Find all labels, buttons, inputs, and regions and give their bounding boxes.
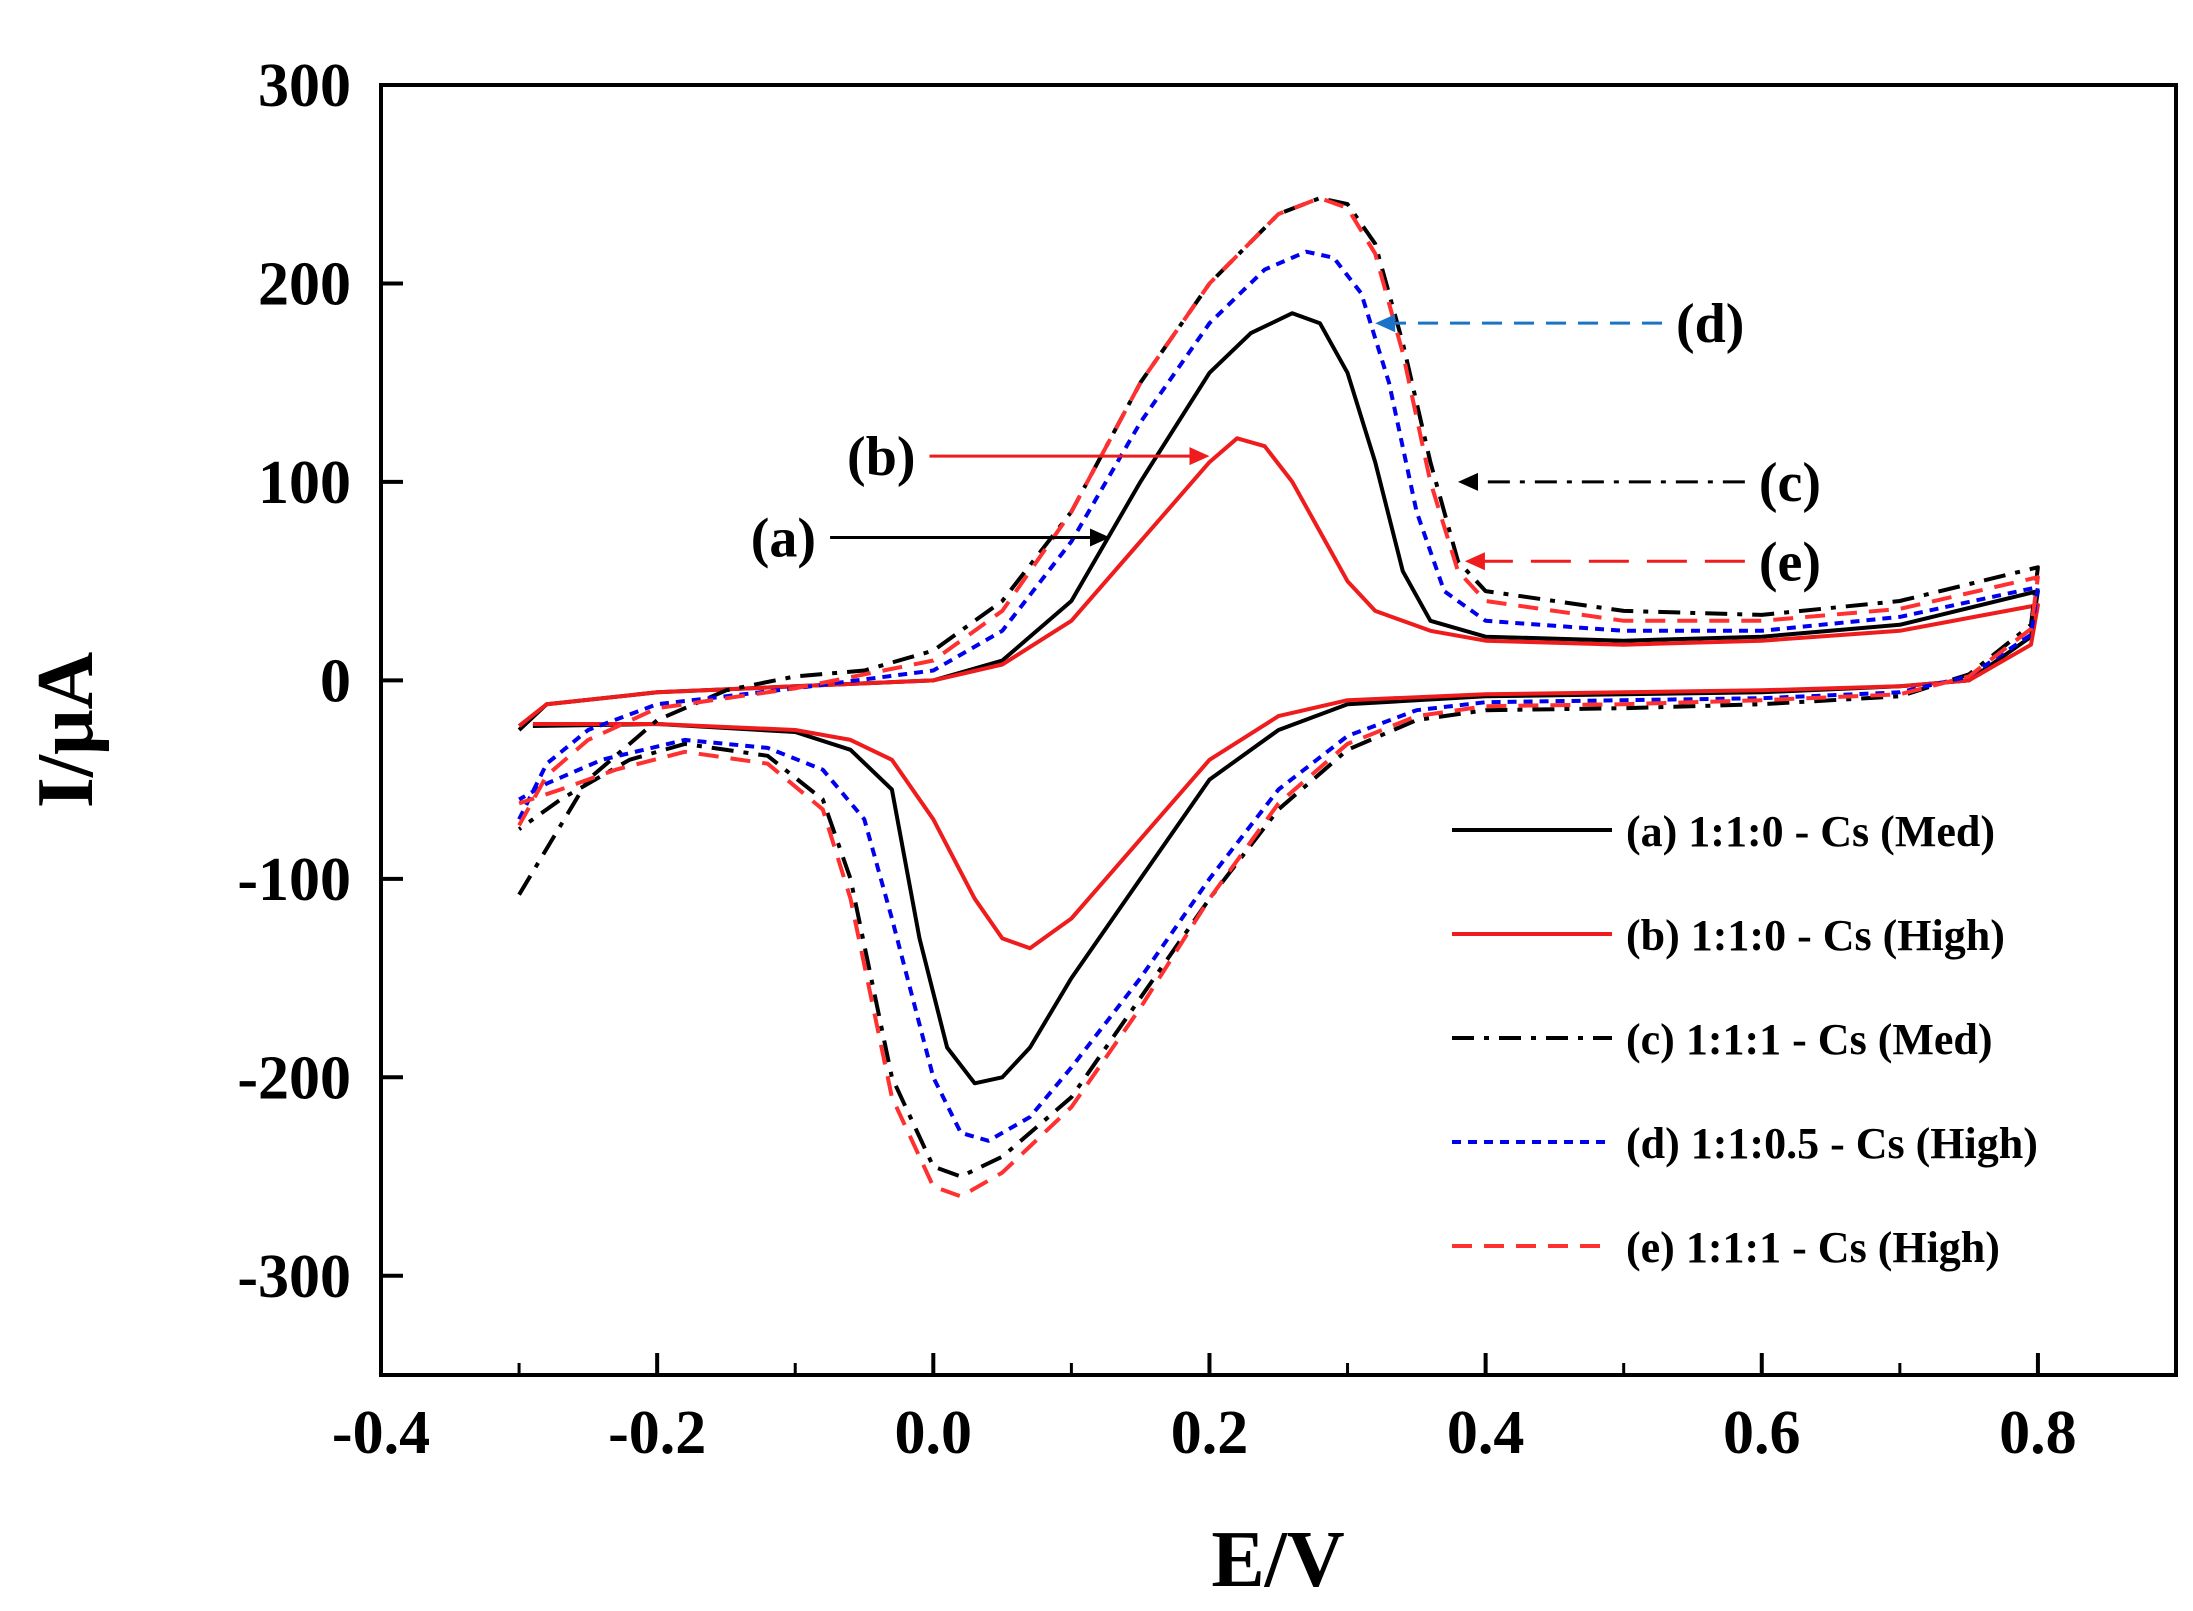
x-tick-label: 0.2 — [1171, 1399, 1249, 1467]
x-tick-label: 0.0 — [895, 1399, 973, 1467]
x-tick-label: -0.2 — [608, 1399, 706, 1467]
y-tick-label: 200 — [258, 250, 351, 318]
x-axis-ticks: -0.4 -0.2 0.0 0.2 0.4 0.6 0.8 — [332, 1353, 2178, 1467]
series-line-e — [517, 196, 2040, 1199]
y-tick-label: 100 — [258, 449, 351, 517]
annotation-label-e: (e) — [1759, 531, 1821, 593]
plot-frame — [379, 83, 2178, 1377]
annotation-layer: (a) (b) (c) (d) (e) — [751, 293, 1821, 593]
y-tick-label: -300 — [237, 1243, 351, 1311]
annotation-label-a: (a) — [751, 507, 816, 569]
series-line-b — [517, 436, 2040, 951]
legend-label-e: (e) 1:1:1 - Cs (High) — [1626, 1223, 2000, 1272]
annotation-label-d: (d) — [1676, 293, 1744, 355]
legend: (a) 1:1:0 - Cs (Med) (b) 1:1:0 - Cs (High… — [1452, 807, 2038, 1272]
series-layer — [517, 196, 2040, 1199]
y-axis-ticks: -300 -200 -100 0 100 200 300 — [237, 52, 403, 1311]
annotation-label-c: (c) — [1759, 452, 1821, 514]
annotation-arrowhead-c — [1458, 472, 1478, 491]
y-tick-label: -100 — [237, 846, 351, 914]
x-axis-title: E/V — [1211, 1516, 1344, 1604]
annotation-arrowhead-a — [1090, 528, 1110, 547]
series-line-d — [517, 249, 2040, 1143]
legend-label-c: (c) 1:1:1 - Cs (Med) — [1626, 1015, 1993, 1064]
x-tick-label: 0.8 — [1999, 1399, 2077, 1467]
annotation-arrowhead-e — [1464, 552, 1485, 571]
legend-label-d: (d) 1:1:0.5 - Cs (High) — [1626, 1119, 2038, 1168]
legend-label-a: (a) 1:1:0 - Cs (Med) — [1626, 807, 1995, 856]
y-tick-label: 300 — [258, 52, 351, 120]
annotation-label-b: (b) — [847, 426, 915, 488]
annotation-arrowhead-b — [1189, 447, 1210, 466]
y-tick-label: -200 — [237, 1044, 351, 1112]
y-tick-label: 0 — [320, 647, 351, 715]
x-tick-label: 0.6 — [1723, 1399, 1801, 1467]
annotation-arrowhead-d — [1375, 314, 1396, 333]
legend-label-b: (b) 1:1:0 - Cs (High) — [1626, 911, 2005, 960]
y-axis-title: I/μA — [22, 652, 110, 809]
x-tick-label: -0.4 — [332, 1399, 430, 1467]
x-tick-label: 0.4 — [1447, 1399, 1525, 1467]
